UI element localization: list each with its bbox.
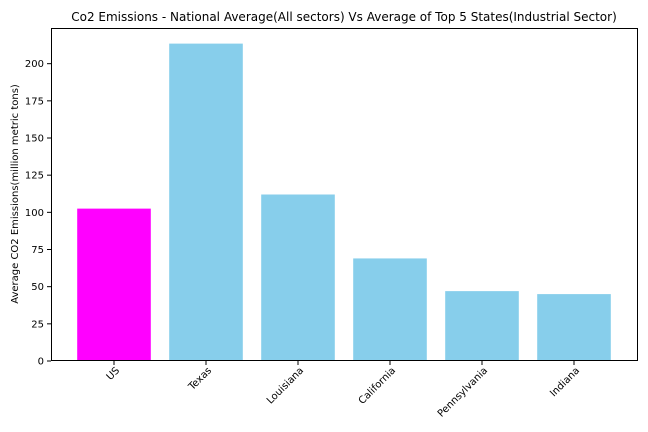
x-tick-label: Texas xyxy=(186,365,214,393)
y-axis-ticks: 0 25 50 75 100 125 150 175 200 xyxy=(25,59,51,368)
x-tick-label: Louisiana xyxy=(265,365,306,406)
bar-indiana xyxy=(537,294,611,361)
y-tick-label: 125 xyxy=(25,171,44,182)
y-tick-label: 50 xyxy=(31,282,44,293)
x-tick-label: Pennsylvania xyxy=(436,365,490,419)
y-axis-title: Average CO2 Emissions(million metric ton… xyxy=(10,84,21,304)
y-tick-label: 150 xyxy=(25,134,44,145)
bars-group xyxy=(77,43,611,361)
bar-pennsylvania xyxy=(445,291,519,361)
bar-us xyxy=(77,208,151,361)
y-tick-label: 25 xyxy=(31,319,44,330)
y-tick-label: 0 xyxy=(38,357,44,368)
x-tick-label: Indiana xyxy=(548,365,582,399)
plot-frame xyxy=(51,28,638,361)
y-tick-label: 100 xyxy=(25,208,44,219)
x-tick-label: California xyxy=(357,365,398,406)
bar-california xyxy=(353,258,427,361)
y-tick-label: 175 xyxy=(25,96,44,107)
bar-texas xyxy=(169,43,243,361)
y-tick-label: 200 xyxy=(25,59,44,70)
x-axis-ticks: US Texas Louisiana California Pennsylvania In… xyxy=(105,361,582,420)
y-tick-label: 75 xyxy=(31,245,44,256)
bar-louisiana xyxy=(261,194,335,361)
chart-title: Co2 Emissions - National Average(All sec… xyxy=(71,10,617,24)
x-tick-label: US xyxy=(105,365,122,382)
